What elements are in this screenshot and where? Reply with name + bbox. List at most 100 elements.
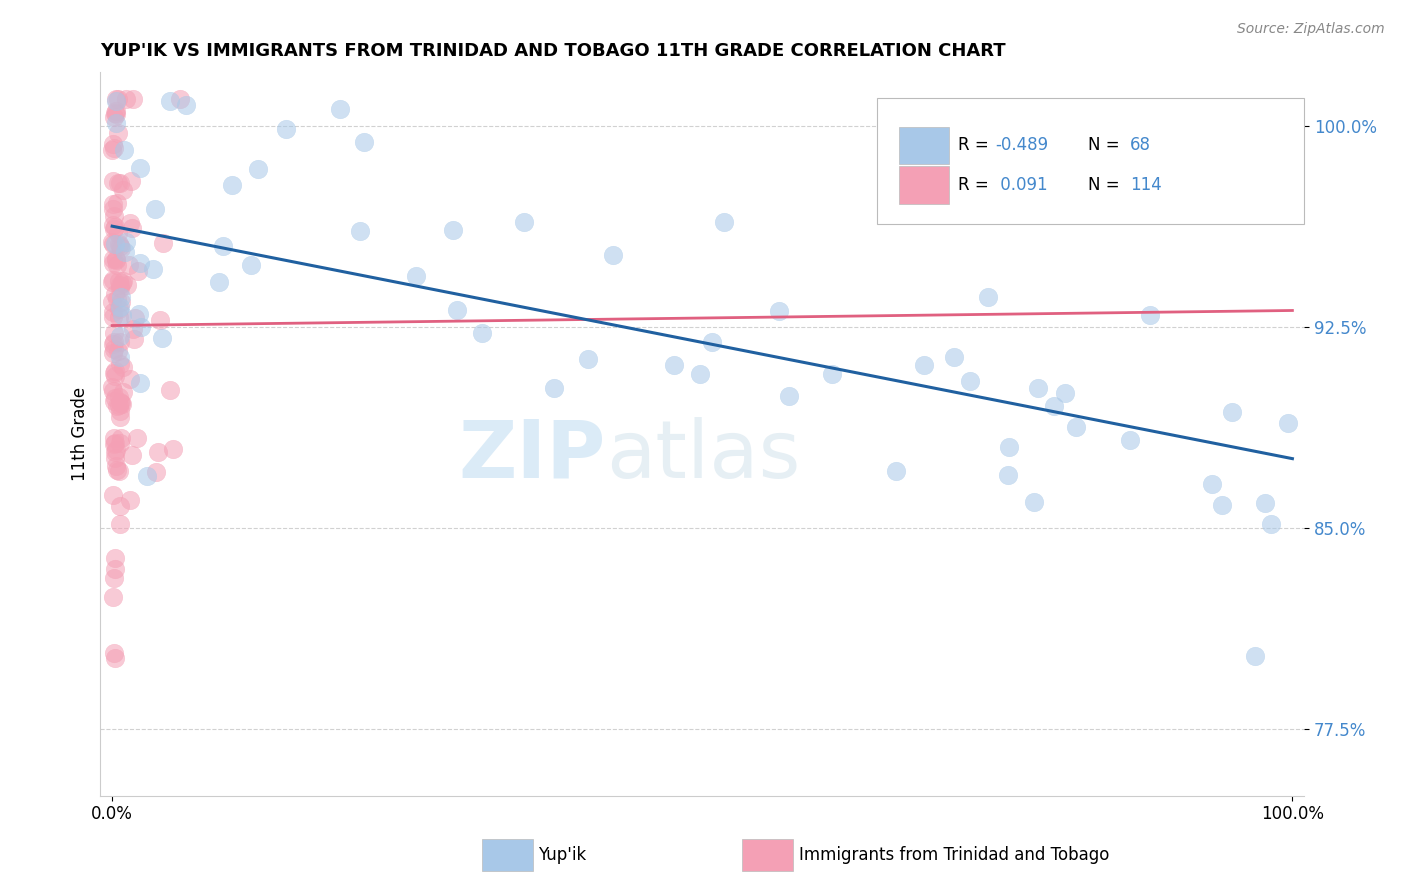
Point — [1119, 433, 1142, 447]
Point — [128, 376, 150, 390]
Point — [101, 295, 124, 310]
Point — [103, 646, 125, 660]
Point — [349, 224, 371, 238]
FancyBboxPatch shape — [898, 167, 949, 204]
Point — [104, 392, 127, 406]
Point — [104, 286, 127, 301]
Text: 0.091: 0.091 — [995, 176, 1047, 194]
Point — [778, 389, 800, 403]
Point — [120, 372, 142, 386]
Point — [104, 219, 127, 234]
Point — [101, 218, 124, 232]
Point — [103, 336, 125, 351]
Point — [104, 103, 127, 118]
Point — [162, 442, 184, 456]
Text: Immigrants from Trinidad and Tobago: Immigrants from Trinidad and Tobago — [799, 847, 1109, 864]
Point — [110, 395, 132, 409]
Text: R =: R = — [957, 176, 988, 194]
Point — [108, 281, 131, 295]
Point — [441, 223, 464, 237]
Point — [105, 399, 128, 413]
Point — [120, 174, 142, 188]
Point — [122, 322, 145, 336]
Point — [103, 252, 125, 266]
Point — [1254, 496, 1277, 510]
Point — [104, 550, 127, 565]
Point — [108, 334, 131, 349]
Point — [104, 650, 127, 665]
Text: -0.489: -0.489 — [995, 136, 1047, 153]
Point — [108, 310, 131, 325]
Point — [977, 290, 1000, 304]
Point — [208, 275, 231, 289]
Point — [1277, 416, 1299, 430]
Point — [1042, 399, 1064, 413]
Point — [112, 384, 135, 399]
Point — [103, 346, 125, 360]
Point — [111, 308, 134, 322]
Point — [108, 516, 131, 531]
Point — [111, 277, 134, 291]
Point — [110, 241, 132, 255]
Point — [105, 292, 128, 306]
Point — [1024, 494, 1046, 508]
Text: R =: R = — [957, 136, 988, 153]
Point — [111, 359, 134, 374]
Point — [104, 106, 127, 120]
Point — [884, 464, 907, 478]
Point — [118, 216, 141, 230]
Point — [108, 357, 131, 371]
Text: 114: 114 — [1129, 176, 1161, 194]
Point — [107, 176, 129, 190]
Point — [159, 94, 181, 108]
Point — [101, 304, 124, 318]
Point — [1026, 380, 1049, 394]
Text: Yup'ik: Yup'ik — [538, 847, 586, 864]
Point — [107, 226, 129, 240]
Point — [103, 326, 125, 341]
Text: atlas: atlas — [606, 417, 800, 495]
Point — [108, 239, 131, 253]
Point — [101, 380, 124, 394]
Point — [103, 369, 125, 384]
Point — [1053, 385, 1076, 400]
Point — [110, 409, 132, 424]
Point — [543, 381, 565, 395]
Point — [114, 244, 136, 259]
Text: N =: N = — [1087, 176, 1119, 194]
Point — [128, 307, 150, 321]
Point — [121, 92, 143, 106]
Point — [121, 221, 143, 235]
Point — [149, 313, 172, 327]
Point — [114, 235, 136, 249]
Point — [110, 329, 132, 343]
Point — [111, 183, 134, 197]
Point — [150, 331, 173, 345]
Point — [103, 141, 125, 155]
Point — [128, 256, 150, 270]
Text: ZIP: ZIP — [458, 417, 606, 495]
Point — [103, 202, 125, 217]
Point — [104, 451, 127, 466]
Point — [145, 465, 167, 479]
Point — [174, 98, 197, 112]
Point — [108, 277, 131, 292]
Point — [104, 252, 127, 267]
Point — [101, 384, 124, 399]
Point — [212, 238, 235, 252]
Point — [662, 358, 685, 372]
Point — [101, 310, 124, 324]
Point — [169, 92, 191, 106]
Point — [124, 311, 146, 326]
Point — [103, 366, 125, 380]
Text: YUP'IK VS IMMIGRANTS FROM TRINIDAD AND TOBAGO 11TH GRADE CORRELATION CHART: YUP'IK VS IMMIGRANTS FROM TRINIDAD AND T… — [100, 42, 1005, 60]
Point — [107, 302, 129, 317]
Point — [1211, 499, 1233, 513]
Point — [101, 275, 124, 289]
Point — [105, 443, 128, 458]
Point — [108, 435, 131, 450]
Point — [997, 441, 1019, 455]
Point — [104, 92, 127, 106]
Point — [329, 102, 352, 116]
Point — [101, 136, 124, 151]
